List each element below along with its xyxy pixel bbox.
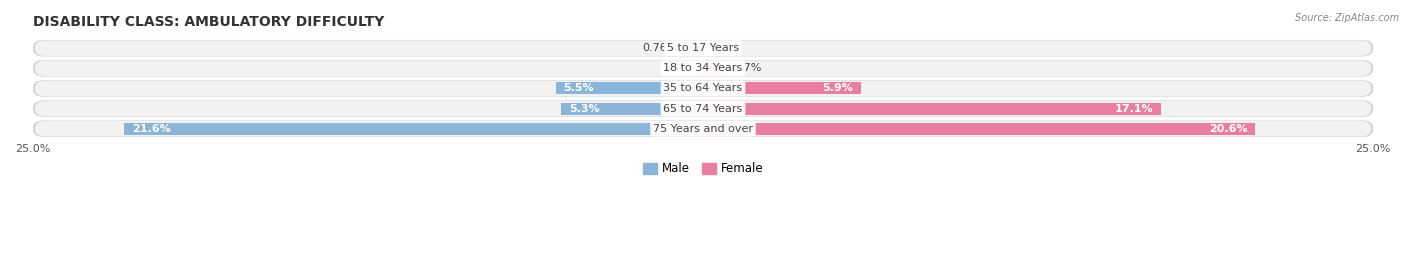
Text: 5.5%: 5.5%	[564, 83, 595, 93]
Text: 5 to 17 Years: 5 to 17 Years	[666, 43, 740, 53]
Text: 65 to 74 Years: 65 to 74 Years	[664, 104, 742, 114]
Bar	[124, 123, 703, 135]
Text: 0.0%: 0.0%	[669, 63, 697, 73]
FancyBboxPatch shape	[35, 61, 1371, 76]
Text: 21.6%: 21.6%	[132, 124, 170, 134]
Legend: Male, Female: Male, Female	[638, 158, 768, 180]
Bar	[683, 42, 703, 54]
FancyBboxPatch shape	[32, 60, 1374, 77]
Bar	[703, 82, 862, 94]
Text: DISABILITY CLASS: AMBULATORY DIFFICULTY: DISABILITY CLASS: AMBULATORY DIFFICULTY	[32, 15, 384, 29]
Text: 0.76%: 0.76%	[643, 43, 678, 53]
FancyBboxPatch shape	[35, 81, 1371, 96]
FancyBboxPatch shape	[35, 101, 1371, 116]
FancyBboxPatch shape	[32, 121, 1374, 137]
FancyBboxPatch shape	[32, 40, 1374, 56]
Text: 5.3%: 5.3%	[569, 104, 599, 114]
Bar	[703, 102, 1161, 115]
Text: 35 to 64 Years: 35 to 64 Years	[664, 83, 742, 93]
FancyBboxPatch shape	[35, 121, 1371, 136]
Text: 75 Years and over: 75 Years and over	[652, 124, 754, 134]
FancyBboxPatch shape	[35, 40, 1371, 56]
Bar	[555, 82, 703, 94]
Text: 20.6%: 20.6%	[1209, 124, 1247, 134]
Bar	[703, 62, 721, 74]
Text: 0.0%: 0.0%	[709, 43, 737, 53]
Text: 17.1%: 17.1%	[1115, 104, 1153, 114]
FancyBboxPatch shape	[32, 100, 1374, 117]
Bar	[561, 102, 703, 115]
Text: 18 to 34 Years: 18 to 34 Years	[664, 63, 742, 73]
Bar	[703, 123, 1256, 135]
Text: 5.9%: 5.9%	[823, 83, 853, 93]
FancyBboxPatch shape	[32, 80, 1374, 97]
Text: 0.67%: 0.67%	[727, 63, 762, 73]
Text: Source: ZipAtlas.com: Source: ZipAtlas.com	[1295, 13, 1399, 23]
